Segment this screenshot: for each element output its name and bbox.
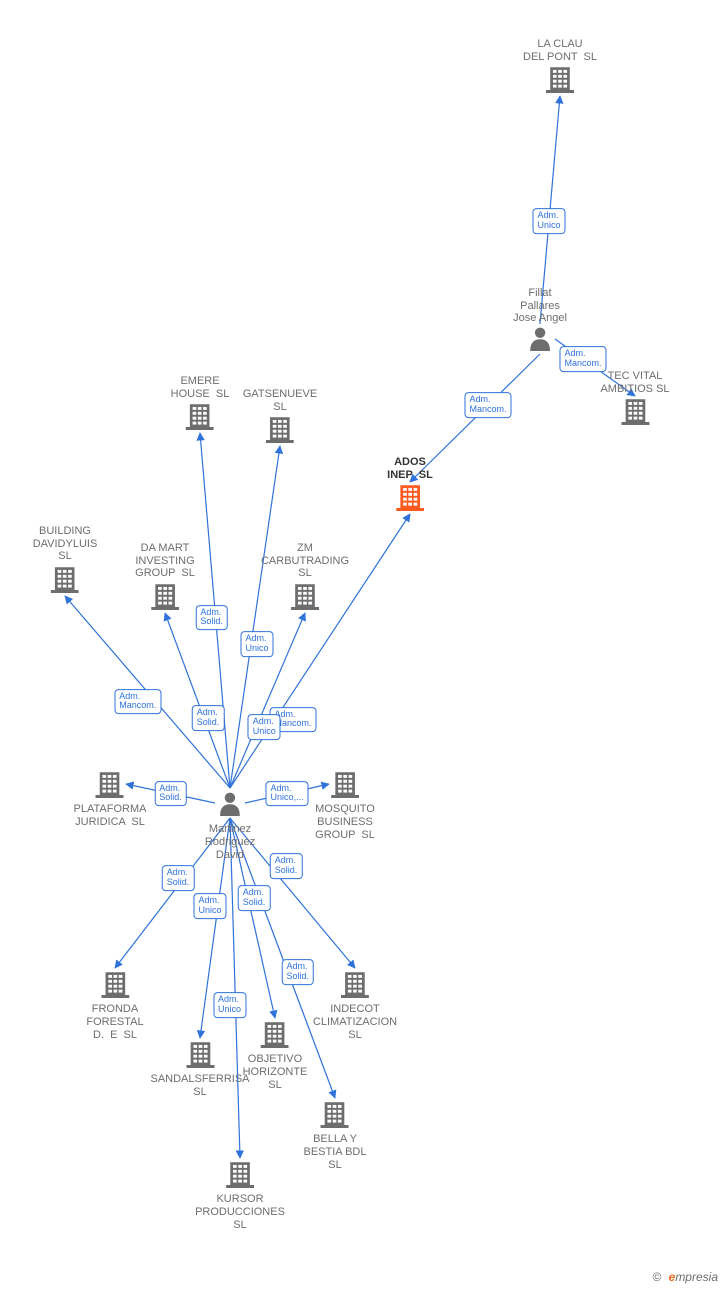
building-icon: [321, 1100, 349, 1133]
edge-label: Adm. Unico: [248, 714, 281, 740]
node-martinez[interactable]: Martinez Rodriguez David: [205, 790, 255, 861]
node-plataforma[interactable]: PLATAFORMA JURIDICA SL: [74, 770, 147, 831]
brand-rest: mpresia: [675, 1270, 718, 1284]
node-label: Fillat Pallares Jose Angel: [513, 287, 567, 325]
edge-martinez-kursor: [230, 818, 240, 1158]
node-label: GATSENUEVE SL: [243, 388, 317, 413]
node-label: DA MART INVESTING GROUP SL: [135, 542, 195, 580]
node-label: PLATAFORMA JURIDICA SL: [74, 803, 147, 828]
node-label: OBJETIVO HORIZONTE SL: [243, 1053, 308, 1091]
edge-label: Adm. Solid.: [154, 781, 187, 807]
node-kursor[interactable]: KURSOR PRODUCCIONES SL: [195, 1160, 285, 1233]
building-icon: [621, 397, 649, 430]
building-icon: [396, 483, 424, 516]
node-label: BUILDING DAVIDYLUIS SL: [33, 525, 98, 563]
node-label: Martinez Rodriguez David: [205, 823, 255, 861]
building-icon: [291, 582, 319, 615]
node-ados_inep[interactable]: ADOS INEP SL: [387, 456, 433, 517]
node-zm_carbu[interactable]: ZM CARBUTRADING SL: [261, 542, 349, 615]
building-icon: [331, 770, 359, 803]
building-icon: [266, 415, 294, 448]
person-icon: [527, 325, 553, 356]
edge-label: Adm. Solid.: [162, 865, 195, 891]
edge-label: Adm. Mancom.: [269, 707, 316, 733]
building-icon: [151, 582, 179, 615]
edge-label: Adm. Unico,...: [265, 781, 308, 807]
building-icon: [226, 1160, 254, 1193]
edge-label: Adm. Solid.: [270, 853, 303, 879]
node-gatsenueve[interactable]: GATSENUEVE SL: [243, 388, 317, 449]
node-damart[interactable]: DA MART INVESTING GROUP SL: [135, 542, 195, 615]
edge-martinez-zm_carbu: [230, 613, 305, 788]
node-fronda[interactable]: FRONDA FORESTAL D. E SL: [86, 970, 143, 1043]
person-icon: [217, 790, 243, 821]
edge-label: Adm. Solid.: [195, 605, 228, 631]
node-la_clau[interactable]: LA CLAU DEL PONT SL: [523, 38, 597, 99]
building-icon: [51, 565, 79, 598]
node-sandals[interactable]: SANDALSFERRISA SL: [150, 1040, 249, 1101]
node-tec_vital[interactable]: TEC VITAL AMBITIOS SL: [600, 370, 669, 431]
edge-label: Adm. Unico: [532, 209, 565, 235]
node-label: INDECOT CLIMATIZACION SL: [313, 1003, 397, 1041]
building-icon: [261, 1020, 289, 1053]
node-mosquito[interactable]: MOSQUITO BUSINESS GROUP SL: [315, 770, 375, 843]
node-label: ZM CARBUTRADING SL: [261, 542, 349, 580]
edge-martinez-emere: [200, 433, 230, 788]
building-icon: [101, 970, 129, 1003]
edge-label: Adm. Solid.: [281, 959, 314, 985]
building-icon: [186, 402, 214, 435]
edge-label: Adm. Solid.: [192, 705, 225, 731]
node-label: LA CLAU DEL PONT SL: [523, 38, 597, 63]
edge-label: Adm. Unico: [213, 992, 246, 1018]
node-label: SANDALSFERRISA SL: [150, 1073, 249, 1098]
watermark: © empresia: [652, 1270, 718, 1284]
node-label: FRONDA FORESTAL D. E SL: [86, 1003, 143, 1041]
node-objetivo[interactable]: OBJETIVO HORIZONTE SL: [243, 1020, 308, 1093]
node-label: MOSQUITO BUSINESS GROUP SL: [315, 803, 375, 841]
building-icon: [96, 770, 124, 803]
edge-label: Adm. Mancom.: [114, 689, 161, 715]
copyright-symbol: ©: [652, 1270, 661, 1284]
node-fillat[interactable]: Fillat Pallares Jose Angel: [513, 285, 567, 356]
node-label: TEC VITAL AMBITIOS SL: [600, 370, 669, 395]
node-emere[interactable]: EMERE HOUSE SL: [171, 375, 230, 436]
node-label: ADOS INEP SL: [387, 456, 433, 481]
building-icon: [341, 970, 369, 1003]
edge-martinez-building_dl: [65, 596, 230, 788]
node-label: KURSOR PRODUCCIONES SL: [195, 1193, 285, 1231]
node-label: BELLA Y BESTIA BDL SL: [304, 1133, 367, 1171]
node-building_dl[interactable]: BUILDING DAVIDYLUIS SL: [33, 525, 98, 598]
edge-martinez-gatsenueve: [230, 446, 280, 788]
edge-label: Adm. Unico: [193, 893, 226, 919]
edge-label: Adm. Mancom.: [464, 392, 511, 418]
building-icon: [546, 65, 574, 98]
edge-label: Adm. Solid.: [238, 885, 271, 911]
node-indecot[interactable]: INDECOT CLIMATIZACION SL: [313, 970, 397, 1043]
node-bella[interactable]: BELLA Y BESTIA BDL SL: [304, 1100, 367, 1173]
edge-martinez-damart: [165, 613, 230, 788]
edges-layer: [0, 0, 728, 1290]
edge-label: Adm. Unico: [240, 631, 273, 657]
node-label: EMERE HOUSE SL: [171, 375, 230, 400]
building-icon: [186, 1040, 214, 1073]
